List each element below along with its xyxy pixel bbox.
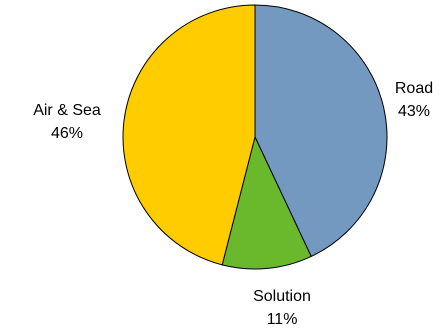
pie-slice-air-sea <box>122 4 256 266</box>
pie-slice-solution <box>221 135 312 270</box>
slice-label-road: Road <box>395 80 433 97</box>
slice-label-solution: Solution <box>253 288 311 305</box>
slice-value-road: 43% <box>398 103 430 120</box>
pie-slice-road <box>254 4 388 258</box>
slice-value-air-sea: 46% <box>51 125 83 142</box>
pie-slices <box>122 4 388 270</box>
slice-value-solution: 11% <box>267 311 298 328</box>
slice-label-air-sea: Air & Sea <box>33 102 101 119</box>
